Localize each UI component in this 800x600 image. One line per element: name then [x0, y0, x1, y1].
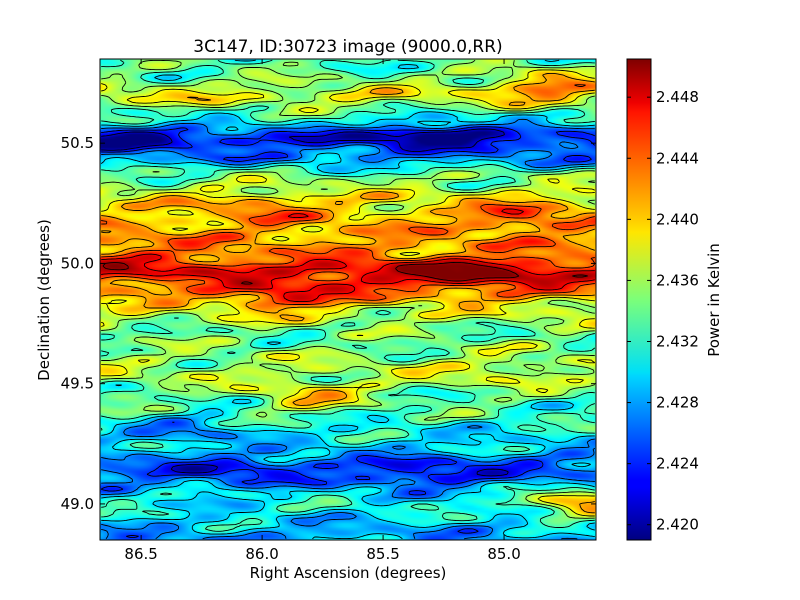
x-tick-label: 85.5 [366, 545, 399, 563]
contour-line [101, 126, 596, 539]
colorbar-tick-label: 2.424 [656, 455, 699, 473]
colorbar-frame [626, 58, 652, 541]
colorbar: 2.420 2.424 2.428 2.432 2.436 2.440 2.444 2.448… [626, 58, 723, 541]
contour-line [101, 84, 596, 305]
contour-line [101, 208, 595, 303]
colorbar-tick-label: 2.420 [656, 516, 699, 534]
contour-line [100, 59, 596, 532]
colorbar-tick-label: 2.436 [656, 271, 699, 289]
colorbar-label: Power in Kelvin [705, 243, 723, 357]
contour-line [102, 261, 588, 285]
contour-layer [100, 59, 596, 540]
contour-line [101, 118, 596, 540]
colorbar-tick-label: 2.432 [656, 332, 699, 350]
colorbar-gradient [627, 59, 651, 540]
plot-frame [99, 58, 597, 541]
y-axis: 49.0 49.5 50.0 50.5 [61, 134, 596, 513]
chart-title: 3C147, ID:30723 image (9000.0,RR) [193, 37, 502, 57]
colorbar-ticks: 2.420 2.424 2.428 2.432 2.436 2.440 2.444 2.448 [627, 88, 699, 534]
plot-area [99, 58, 597, 541]
contour-line [101, 128, 509, 477]
y-axis-label: Declination (degrees) [35, 219, 53, 381]
contour-line [101, 72, 595, 514]
x-axis-label: Right Ascension (degrees) [250, 564, 447, 582]
contour-line [100, 59, 595, 540]
colorbar-tick-label: 2.440 [656, 210, 699, 228]
x-axis: 86.5 86.0 85.5 85.0 [124, 59, 521, 563]
x-tick-label: 85.0 [487, 545, 520, 563]
x-tick-label: 86.0 [245, 545, 278, 563]
x-tick-label: 86.5 [124, 545, 157, 563]
colorbar-tick-label: 2.428 [656, 394, 699, 412]
heatmap-image [100, 59, 596, 540]
y-tick-label: 50.5 [61, 134, 94, 152]
contour-line [101, 69, 596, 517]
y-tick-label: 49.0 [61, 495, 94, 513]
y-tick-label: 50.0 [61, 254, 94, 272]
y-tick-label: 49.5 [61, 375, 94, 393]
colorbar-tick-label: 2.444 [656, 149, 699, 167]
colorbar-tick-label: 2.448 [656, 88, 699, 106]
